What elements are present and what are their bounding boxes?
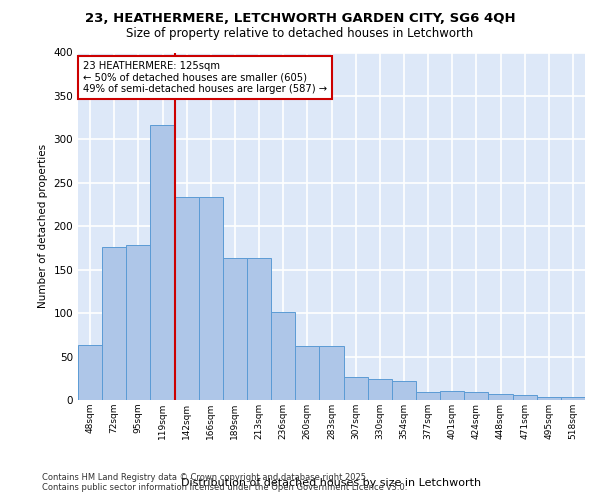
Bar bbox=[223, 258, 247, 400]
Bar bbox=[368, 379, 392, 400]
Bar bbox=[271, 312, 295, 400]
X-axis label: Distribution of detached houses by size in Letchworth: Distribution of detached houses by size … bbox=[181, 478, 482, 488]
Bar bbox=[102, 247, 126, 400]
Bar bbox=[440, 392, 464, 400]
Bar bbox=[488, 394, 512, 400]
Bar bbox=[199, 196, 223, 400]
Text: Size of property relative to detached houses in Letchworth: Size of property relative to detached ho… bbox=[127, 28, 473, 40]
Text: 23 HEATHERMERE: 125sqm
← 50% of detached houses are smaller (605)
49% of semi-de: 23 HEATHERMERE: 125sqm ← 50% of detached… bbox=[83, 61, 327, 94]
Bar bbox=[512, 395, 537, 400]
Bar bbox=[344, 378, 368, 400]
Bar bbox=[295, 346, 319, 400]
Y-axis label: Number of detached properties: Number of detached properties bbox=[38, 144, 48, 308]
Bar bbox=[175, 196, 199, 400]
Text: Contains HM Land Registry data © Crown copyright and database right 2025.
Contai: Contains HM Land Registry data © Crown c… bbox=[42, 473, 407, 492]
Bar bbox=[78, 346, 102, 400]
Bar bbox=[416, 392, 440, 400]
Text: 23, HEATHERMERE, LETCHWORTH GARDEN CITY, SG6 4QH: 23, HEATHERMERE, LETCHWORTH GARDEN CITY,… bbox=[85, 12, 515, 26]
Bar bbox=[319, 346, 344, 400]
Bar bbox=[247, 258, 271, 400]
Bar bbox=[464, 392, 488, 400]
Bar bbox=[561, 396, 585, 400]
Bar bbox=[392, 381, 416, 400]
Bar bbox=[126, 246, 151, 400]
Bar bbox=[151, 126, 175, 400]
Bar bbox=[537, 396, 561, 400]
